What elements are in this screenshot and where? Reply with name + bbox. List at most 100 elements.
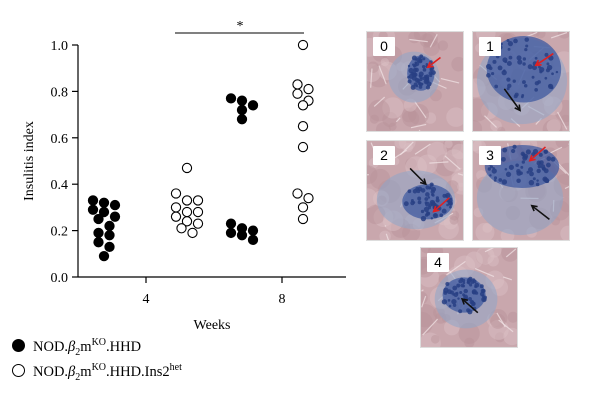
- infiltrate-cell: [428, 186, 432, 189]
- tissue-texture: [410, 123, 427, 129]
- tissue-texture: [395, 117, 401, 123]
- histology-panel-3: 3: [472, 140, 570, 241]
- tissue-texture: [421, 267, 440, 288]
- black-arrow-icon: [503, 88, 521, 111]
- open-point: [297, 202, 309, 213]
- infiltrate-cell: [482, 297, 486, 302]
- tissue-texture: [421, 303, 437, 328]
- infiltrate-cell: [422, 76, 426, 81]
- red-arrow-icon: [534, 59, 542, 67]
- open-point: [170, 188, 182, 199]
- tissue-texture: [442, 149, 463, 172]
- tissue-texture: [430, 334, 440, 344]
- infiltrate-cell: [494, 84, 499, 89]
- infiltrate-cell: [472, 279, 477, 284]
- infiltrate-cell: [524, 37, 529, 42]
- tissue-texture: [382, 97, 404, 119]
- tissue-texture: [457, 182, 463, 191]
- infiltrate-cell: [507, 41, 514, 47]
- tissue-texture: [367, 188, 378, 209]
- histology-image: [473, 141, 569, 240]
- infiltrate-cell: [474, 285, 478, 289]
- infiltrate-cell: [545, 162, 551, 168]
- open-point: [292, 88, 303, 99]
- filled-point: [93, 213, 104, 225]
- infiltrate-cell: [479, 284, 484, 289]
- infiltrate-cell: [516, 169, 521, 174]
- infiltrate-cell: [410, 71, 414, 75]
- tissue-texture: [421, 289, 424, 292]
- infiltrate-cell: [421, 82, 424, 86]
- tissue-texture: [474, 267, 495, 278]
- infiltrate-cell: [414, 58, 418, 61]
- tissue-texture: [557, 111, 568, 130]
- tissue-texture: [414, 101, 427, 119]
- open-point: [181, 216, 193, 227]
- infiltrate-cell: [506, 77, 511, 82]
- y-tick-label: 1.0: [51, 39, 69, 54]
- infiltrate-cell: [537, 164, 542, 169]
- legend-text-filled: NOD.β2mKO.HHD: [33, 337, 142, 358]
- tissue-texture: [482, 223, 493, 233]
- infiltrate-cell: [413, 67, 418, 72]
- tissue-texture: [494, 332, 505, 343]
- infiltrate-cell: [546, 156, 552, 162]
- tissue-texture: [476, 248, 495, 265]
- infiltrate-cell: [523, 83, 528, 88]
- tissue-texture: [417, 154, 438, 175]
- tissue-texture: [484, 248, 494, 253]
- tissue-texture: [380, 57, 390, 67]
- infiltrate-cell: [512, 144, 517, 149]
- tissue-texture: [503, 327, 517, 346]
- infiltrate-cell: [538, 65, 541, 69]
- tissue-texture: [373, 96, 386, 107]
- red-arrow-icon: [427, 56, 441, 68]
- tissue-texture: [475, 249, 491, 265]
- filled-point: [247, 234, 259, 246]
- black-arrow-icon: [460, 297, 469, 305]
- infiltrate-cell: [539, 70, 543, 74]
- tissue-texture: [419, 33, 434, 48]
- infiltrate-cell: [423, 206, 430, 212]
- infiltrate-cell: [458, 309, 463, 314]
- infiltrate-cell: [481, 288, 486, 293]
- infiltrate-cell: [407, 75, 410, 79]
- infiltrate-cell: [441, 299, 448, 305]
- infiltrate-cell: [425, 74, 430, 79]
- tissue-texture: [369, 114, 379, 124]
- infiltrate-cell: [452, 285, 458, 291]
- infiltrate-cell: [456, 283, 461, 288]
- tissue-texture: [484, 115, 497, 128]
- tissue-texture: [409, 38, 428, 43]
- histology-image: [367, 32, 463, 131]
- infiltrate-cell: [445, 192, 451, 199]
- filled-point: [104, 241, 115, 252]
- tissue-texture: [449, 210, 460, 221]
- infiltrate-cell: [536, 179, 539, 182]
- infiltrate-cell: [420, 215, 427, 222]
- infiltrate-cell: [430, 217, 433, 220]
- filled-point: [236, 104, 248, 116]
- tissue-texture: [367, 165, 378, 185]
- tissue-texture: [423, 39, 440, 56]
- infiltrate-cell: [508, 55, 513, 60]
- tissue-texture: [401, 107, 417, 123]
- tissue-texture: [546, 119, 561, 131]
- infiltrate-cell: [516, 55, 522, 61]
- tissue-texture: [446, 107, 463, 127]
- tissue-texture: [556, 162, 569, 186]
- infiltrate-cell: [504, 167, 508, 171]
- scatter-chart: 0.0 0.2 0.4 0.6 0.8 1.0 Insulitis index 4 8 Weeks…: [22, 19, 346, 333]
- tissue-texture: [402, 109, 420, 127]
- red-arrow-icon: [433, 197, 450, 213]
- open-point: [292, 188, 303, 199]
- filled-point: [247, 225, 259, 236]
- infiltrate-cell: [522, 80, 526, 85]
- open-point: [187, 227, 198, 239]
- infiltrate-cell: [517, 59, 523, 65]
- infiltrate-cell: [468, 297, 472, 301]
- x-tick-label: 4: [143, 292, 150, 307]
- filled-point: [104, 230, 115, 241]
- tissue-texture: [487, 248, 502, 258]
- tissue-texture: [421, 311, 433, 335]
